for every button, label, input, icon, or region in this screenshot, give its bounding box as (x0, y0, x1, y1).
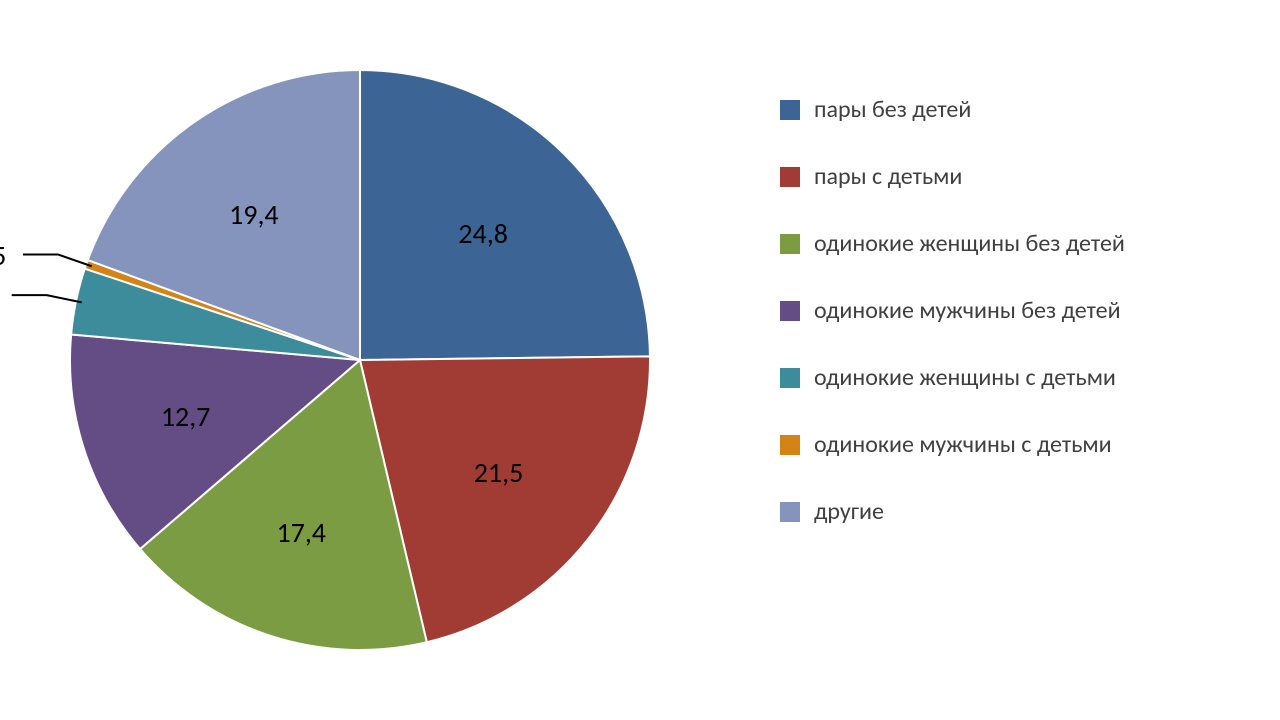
data-label: 0,5 (0, 238, 6, 273)
data-label: 19,4 (229, 197, 279, 232)
legend-label: одинокие мужчины без детей (814, 296, 1121, 325)
legend-label: одинокие женщины с детьми (814, 363, 1116, 392)
chart-container: 24,821,517,412,73,70,519,4 пары без дете… (0, 0, 1280, 720)
legend-swatch (780, 301, 800, 321)
pie-slice (360, 70, 650, 360)
legend-item: другие (780, 497, 1125, 526)
pie-svg (60, 60, 660, 660)
leader-line (12, 295, 82, 302)
legend-swatch (780, 368, 800, 388)
legend-item: пары без детей (780, 95, 1125, 124)
legend-item: одинокие мужчины без детей (780, 296, 1125, 325)
leader-line (23, 254, 92, 266)
legend-swatch (780, 234, 800, 254)
legend-swatch (780, 100, 800, 120)
legend-label: пары с детьми (814, 162, 962, 191)
legend-item: одинокие мужчины с детьми (780, 430, 1125, 459)
pie-chart: 24,821,517,412,73,70,519,4 (60, 60, 660, 660)
legend-swatch (780, 167, 800, 187)
legend-swatch (780, 435, 800, 455)
data-label: 21,5 (474, 455, 524, 490)
legend-item: одинокие женщины с детьми (780, 363, 1125, 392)
legend-label: другие (814, 497, 884, 526)
legend-item: пары с детьми (780, 162, 1125, 191)
data-label: 12,7 (161, 399, 211, 434)
legend-label: одинокие женщины без детей (814, 229, 1125, 258)
legend-item: одинокие женщины без детей (780, 229, 1125, 258)
data-label: 24,8 (458, 216, 508, 251)
legend-label: пары без детей (814, 95, 971, 124)
legend: пары без детей пары с детьми одинокие женщ… (780, 95, 1125, 526)
legend-label: одинокие мужчины с детьми (814, 430, 1112, 459)
legend-swatch (780, 502, 800, 522)
data-label: 17,4 (276, 515, 326, 550)
